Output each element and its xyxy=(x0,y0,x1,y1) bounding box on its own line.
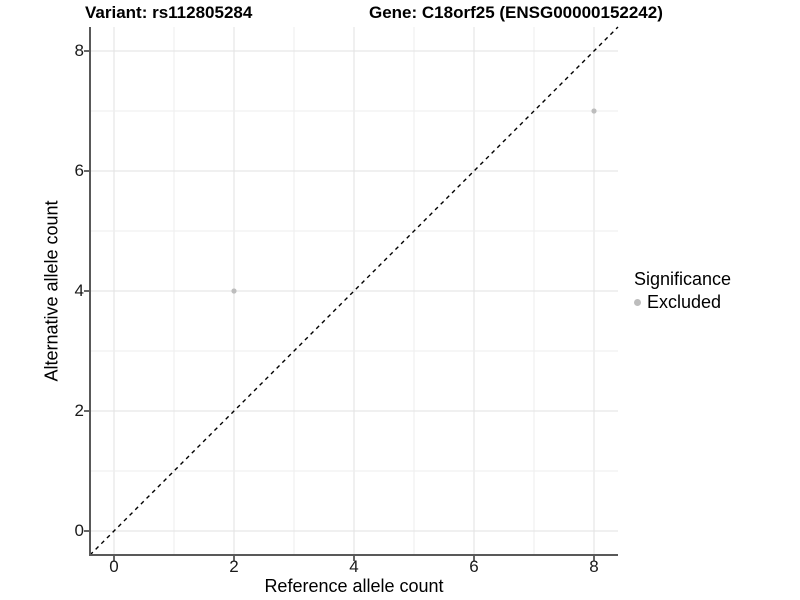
x-tick-label-4: 4 xyxy=(349,557,359,576)
plot-title-variant: Variant: rs112805284 xyxy=(85,3,253,22)
y-tick-label-8: 8 xyxy=(74,41,84,60)
plot-title-gene: Gene: C18orf25 (ENSG00000152242) xyxy=(369,3,663,22)
x-tick-label-0: 0 xyxy=(109,557,119,576)
x-axis-title: Reference allele count xyxy=(264,576,444,596)
data-point-excluded-8-7 xyxy=(591,108,597,114)
x-tick-label-6: 6 xyxy=(469,557,479,576)
y-tick-label-2: 2 xyxy=(74,401,84,420)
y-tick-label-4: 4 xyxy=(74,281,84,300)
legend-point-icon xyxy=(634,299,641,306)
x-tick-label-2: 2 xyxy=(229,557,239,576)
legend-title: Significance xyxy=(634,269,732,289)
y-tick-label-6: 6 xyxy=(74,161,84,180)
legend: Significance Excluded xyxy=(634,269,731,313)
legend-item-label: Excluded xyxy=(647,292,722,312)
x-tick-label-8: 8 xyxy=(589,557,599,576)
legend-item: Excluded xyxy=(634,292,731,313)
data-point-excluded-2-4 xyxy=(231,288,237,294)
y-axis-title: Alternative allele count xyxy=(41,200,62,382)
y-tick-label-0: 0 xyxy=(74,521,84,540)
